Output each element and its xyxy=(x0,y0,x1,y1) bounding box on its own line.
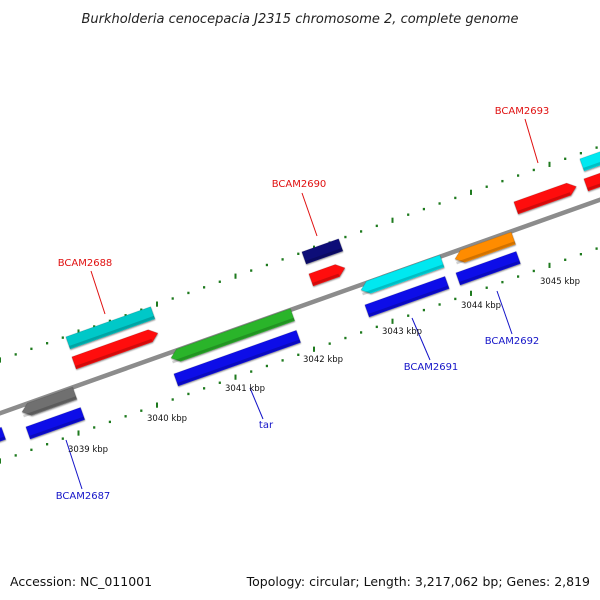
leader-line xyxy=(301,192,318,237)
leader-line xyxy=(524,118,539,164)
tick-label: 3045 kbp xyxy=(540,277,580,287)
forward-cds-5[interactable] xyxy=(513,180,579,215)
tick-label: 3043 kbp xyxy=(382,327,422,337)
leader-line xyxy=(90,270,106,315)
genome-backbone xyxy=(0,197,600,416)
gene-label-bcam2691[interactable]: BCAM2691 xyxy=(404,362,459,373)
map-title: Burkholderia cenocepacia J2315 chromosom… xyxy=(81,12,518,27)
reverse-cds-6-shade xyxy=(362,264,444,296)
gene-label-bcam2692[interactable]: BCAM2692 xyxy=(485,336,540,347)
reverse-cds-3-shade xyxy=(29,416,85,439)
tick-label: 3042 kbp xyxy=(303,355,343,365)
forward-cds-6[interactable] xyxy=(579,150,600,172)
forward-cds-6-shade xyxy=(583,160,600,171)
gene-label-bcam2687[interactable]: BCAM2687 xyxy=(56,491,111,502)
forward-cds-1-shade xyxy=(69,315,155,349)
accession-text: Accession: NC_011001 xyxy=(10,574,152,589)
reverse-cds-7-shade xyxy=(368,285,450,317)
reverse-cds-4[interactable] xyxy=(169,308,296,365)
forward-cds-4[interactable] xyxy=(308,262,347,287)
reverse-cds-7[interactable] xyxy=(364,275,450,318)
forward-cds-2-shade xyxy=(75,338,153,369)
tick-label: 3044 kbp xyxy=(461,301,501,311)
gene-label-bcam2690[interactable]: BCAM2690 xyxy=(272,179,327,190)
outer-tick-track xyxy=(0,146,598,363)
reverse-cds-9-shade xyxy=(459,260,521,285)
tick-label: 3040 kbp xyxy=(147,414,187,424)
reverse-cds-9[interactable] xyxy=(455,251,521,286)
reverse-cds-5-shade xyxy=(177,339,301,386)
gene-features xyxy=(0,150,600,443)
leader-line xyxy=(411,317,431,361)
reverse-cds-2[interactable] xyxy=(20,386,78,418)
gene-label-tar[interactable]: tar xyxy=(259,420,274,431)
tick-label: 3041 kbp xyxy=(225,384,265,394)
forward-cds-7[interactable] xyxy=(583,172,600,192)
reverse-cds-8-shade xyxy=(456,241,516,265)
gene-label-bcam2688[interactable]: BCAM2688 xyxy=(58,258,113,269)
inner-tick-track xyxy=(0,247,598,464)
topology-summary: Topology: circular; Length: 3,217,062 bp… xyxy=(246,574,590,589)
gene-label-bcam2693[interactable]: BCAM2693 xyxy=(495,106,550,117)
forward-cds-3[interactable] xyxy=(301,238,344,265)
reverse-cds-8[interactable] xyxy=(453,231,516,265)
tick-label: 3039 kbp xyxy=(68,445,108,455)
reverse-cds-3[interactable] xyxy=(25,407,86,440)
forward-cds-4-shade xyxy=(312,273,340,286)
forward-cds-1[interactable] xyxy=(65,306,156,350)
reverse-cds-6[interactable] xyxy=(359,254,445,296)
label-leader-lines xyxy=(65,118,539,490)
leader-line xyxy=(249,387,264,420)
forward-cds-3-shade xyxy=(305,247,343,264)
forward-cds-2[interactable] xyxy=(71,327,160,370)
leader-line xyxy=(496,290,513,335)
reverse-cds-4-shade xyxy=(172,317,295,364)
forward-cds-7-shade xyxy=(587,181,600,191)
forward-cds-5-shade xyxy=(517,192,571,214)
reverse-cds-1[interactable] xyxy=(0,426,7,443)
leader-line xyxy=(65,439,83,490)
reverse-cds-1-shade xyxy=(0,436,6,442)
reverse-cds-5[interactable] xyxy=(173,329,302,387)
tick-labels: 3039 kbp 3040 kbp 3041 kbp 3042 kbp 3043… xyxy=(68,277,580,455)
gene-labels: BCAM2688 BCAM2690 BCAM2693 BCAM2687 tar … xyxy=(56,106,550,502)
reverse-cds-2-shade xyxy=(23,396,77,418)
